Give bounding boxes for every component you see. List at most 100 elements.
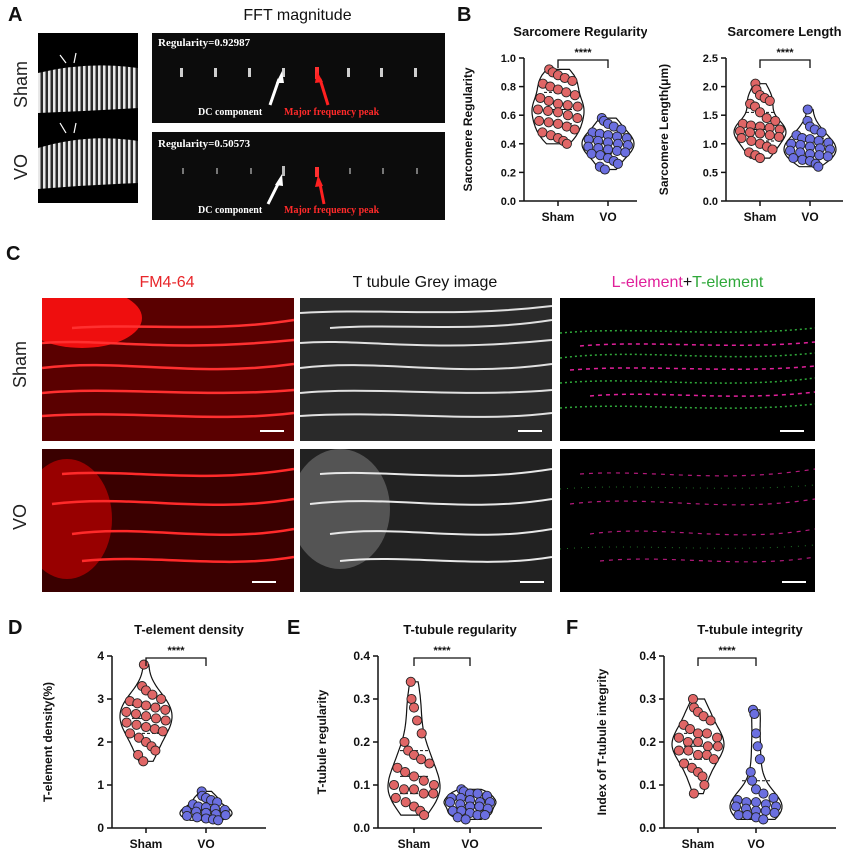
element-sham-graphic (560, 298, 815, 441)
fft-vo-graphic (182, 166, 418, 205)
regularity-sham: Regularity=0.92987 (158, 37, 251, 49)
data-point (683, 745, 694, 756)
data-point (761, 113, 772, 124)
element-vo-graphic (560, 449, 815, 592)
data-point (388, 779, 400, 791)
row-label-vo-a: VO (11, 153, 31, 180)
data-point (750, 728, 762, 739)
data-point (767, 144, 778, 155)
y-tick-label: 0.8 (501, 82, 516, 94)
regularity-vo: Regularity=0.50573 (158, 138, 251, 150)
y-axis-label: T-element density(%) (41, 682, 55, 802)
data-point (764, 130, 775, 141)
row-label-vo-c: VO (10, 503, 30, 530)
chart-title: T-element density (134, 622, 245, 637)
y-tick-label: 3 (97, 692, 104, 706)
data-point (599, 164, 610, 175)
data-point (736, 133, 747, 144)
data-point (398, 784, 410, 795)
data-point (822, 151, 833, 162)
data-point (408, 771, 420, 782)
significance-label: **** (574, 47, 592, 59)
y-tick-label: 0.0 (639, 821, 656, 835)
data-point (408, 784, 420, 795)
fm464-sham-graphic (42, 298, 294, 441)
data-point (474, 801, 485, 812)
data-point (124, 728, 136, 739)
data-point (712, 732, 723, 743)
data-point (788, 153, 799, 164)
data-point (132, 698, 143, 709)
x-tick-label: VO (461, 837, 478, 851)
x-tick-label: Sham (130, 837, 163, 851)
data-point (730, 801, 742, 812)
y-tick-label: 1.0 (703, 139, 718, 151)
data-point (754, 153, 766, 164)
data-point (745, 767, 756, 778)
panel-a-letter: A (8, 4, 23, 26)
data-point (769, 807, 780, 818)
chart-sarcomere-length: Sarcomere Length 0.0 0.5 1.0 1.5 2.0 2.5 Sham VO… (657, 24, 843, 224)
data-point (392, 762, 403, 773)
data-point (705, 715, 716, 726)
y-tick-label: 0.0 (703, 196, 718, 208)
data-point (428, 788, 439, 799)
data-point (692, 736, 704, 748)
data-point (673, 745, 684, 756)
data-point (754, 128, 766, 139)
fft-image-vo: Regularity=0.50573 DC component Major fr… (152, 132, 445, 220)
significance-bracket (145, 657, 207, 666)
data-point (702, 741, 713, 752)
y-tick-label: 0.4 (501, 139, 517, 151)
row-label-sham-c: Sham (10, 340, 30, 388)
data-point (150, 713, 162, 724)
data-point (742, 810, 753, 821)
x-tick-label: VO (747, 837, 764, 851)
significance-label: **** (776, 47, 794, 59)
y-tick-label: 0.4 (353, 649, 370, 663)
y-tick-label: 1 (97, 778, 104, 792)
chart-title: T-tubule integrity (697, 622, 803, 637)
data-point (418, 775, 429, 786)
grey-vo-graphic (300, 449, 552, 592)
data-point (552, 118, 564, 129)
y-tick-label: 0.3 (639, 692, 656, 706)
y-tick-label: 0.3 (353, 692, 370, 706)
data-point (406, 693, 417, 705)
data-point (586, 148, 597, 159)
data-point (140, 711, 152, 722)
data-point (749, 708, 760, 720)
data-point (620, 147, 631, 158)
data-point (758, 814, 769, 825)
significance-label: **** (167, 645, 185, 657)
data-point (213, 815, 224, 826)
data-point (692, 749, 704, 760)
data-point (562, 110, 573, 121)
data-point (416, 728, 427, 739)
cardiomyocyte-graphic (38, 52, 138, 189)
data-point (181, 810, 193, 822)
y-tick-label: 2.5 (703, 53, 718, 65)
l-element-text: L-element (611, 274, 683, 291)
data-point (542, 105, 554, 116)
data-point (747, 775, 758, 786)
data-point (138, 756, 149, 767)
element-sham-image (560, 298, 815, 441)
data-point (572, 101, 583, 112)
data-point (390, 792, 401, 803)
plus-text: + (682, 274, 693, 291)
col-title-element: L-element+T-element (560, 274, 815, 292)
y-axis-label: T-tubule regularity (315, 689, 329, 794)
data-point (160, 715, 171, 726)
data-point (744, 127, 756, 138)
data-point (408, 702, 420, 713)
y-tick-label: 2 (97, 735, 104, 749)
data-point (121, 717, 132, 728)
data-point (750, 797, 762, 808)
data-point (400, 767, 411, 778)
data-point (472, 788, 483, 799)
data-point (682, 736, 694, 748)
dc-label-vo: DC component (198, 205, 263, 216)
significance-bracket (557, 59, 609, 68)
data-point (758, 788, 769, 799)
